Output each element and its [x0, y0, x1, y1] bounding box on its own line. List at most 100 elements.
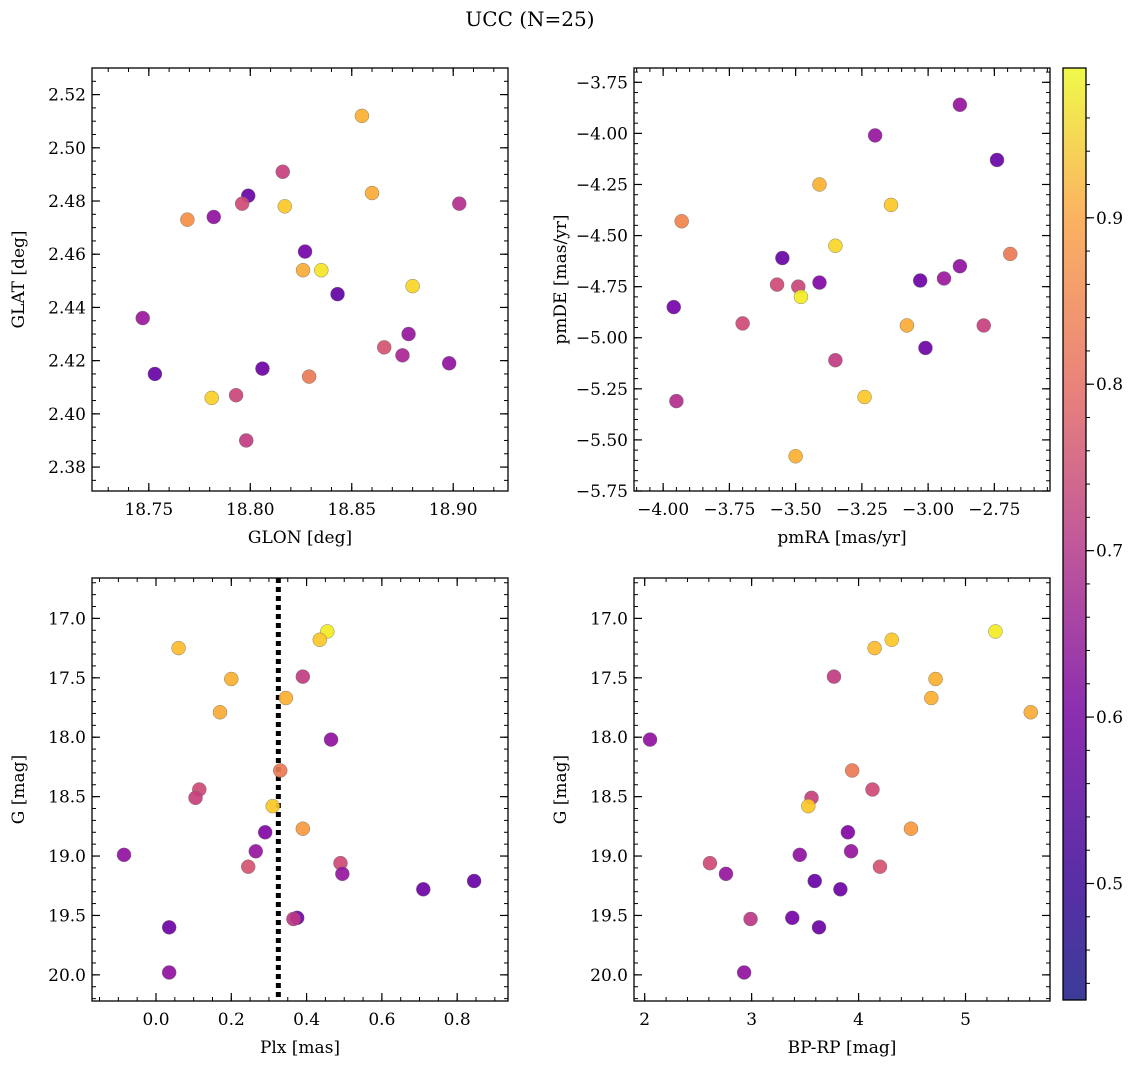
y-tick-label: 17.5	[48, 669, 86, 689]
y-tick-label: 20.0	[48, 966, 86, 986]
scatter-point	[812, 177, 827, 192]
x-tick-label: 0.2	[218, 1010, 245, 1030]
scatter-point	[416, 882, 431, 897]
x-tick-label: −3.50	[770, 500, 822, 520]
scatter-point	[452, 196, 467, 211]
scatter-point	[1003, 246, 1018, 262]
x-tick-label: 18.75	[124, 500, 173, 520]
scatter-point	[928, 671, 943, 687]
scatter-point	[161, 920, 177, 935]
y-tick-label: −4.25	[576, 175, 628, 195]
scatter-point	[241, 859, 256, 874]
colorbar: 0.5 0.6 0.7 0.8 0.9	[1062, 67, 1123, 1001]
x-tick-label: 18.90	[429, 500, 478, 520]
scatter-point	[642, 732, 658, 747]
scatter-point	[135, 310, 150, 326]
x-tick-label: −3.25	[836, 500, 888, 520]
scatter-point	[844, 763, 860, 778]
scatter-point	[295, 262, 311, 278]
x-axis-label: Plx [mas]	[260, 1038, 340, 1058]
scatter-point	[793, 289, 809, 305]
scatter-point	[812, 275, 827, 290]
scatter-point	[161, 965, 177, 980]
plot-frame	[91, 577, 509, 1002]
scatter-point	[275, 164, 290, 179]
y-tick-label: 18.5	[590, 788, 628, 808]
x-axis-label: pmRA [mas/yr]	[777, 528, 906, 548]
scatter-point	[775, 250, 790, 266]
scatter-point	[736, 965, 752, 980]
scatter-point	[918, 340, 933, 356]
y-tick-label: 2.46	[48, 245, 86, 265]
scatter-point	[204, 390, 219, 406]
y-tick-label: 17.0	[590, 609, 628, 629]
scatter-point	[857, 389, 872, 405]
x-tick-label: 0.0	[142, 1010, 169, 1030]
scatter-point	[903, 821, 919, 836]
x-axis-label: BP-RP [mag]	[788, 1038, 897, 1058]
colorbar-tick-label: 0.8	[1096, 375, 1123, 395]
colorbar-tick-label: 0.9	[1096, 209, 1123, 229]
scatter-point	[899, 318, 915, 333]
scatter-point	[666, 299, 681, 315]
y-tick-label: 17.0	[48, 609, 86, 629]
scatter-point	[171, 640, 186, 656]
scatter-point	[828, 238, 843, 253]
scatter-point	[807, 873, 822, 889]
scatter-point	[1023, 705, 1038, 720]
figure-title: UCC (N=25)	[465, 7, 594, 31]
scatter-point	[867, 640, 882, 656]
scatter-point	[228, 388, 244, 403]
y-tick-label: 19.0	[48, 847, 86, 867]
scatter-point	[286, 911, 301, 927]
scatter-point	[330, 286, 345, 302]
scatter-point	[395, 348, 410, 363]
scatter-point	[466, 873, 482, 889]
scatter-point	[206, 209, 221, 225]
scatter-point	[828, 353, 843, 368]
panel-bprp-g: 2 3 4 5 17.0 17.5 18.0 18.5 19.0 19.5 20.0 BP-RP [m…	[551, 577, 1051, 1058]
scatter-point	[718, 866, 734, 882]
scatter-point	[335, 866, 350, 882]
y-tick-label: 2.50	[48, 139, 86, 159]
y-tick-label: −5.50	[576, 431, 628, 451]
scatter-point	[255, 361, 270, 376]
y-tick-label: −5.00	[576, 329, 628, 349]
x-tick-label: 2	[639, 1010, 650, 1030]
y-tick-label: 2.42	[48, 352, 86, 372]
x-tick-label: 18.80	[226, 500, 275, 520]
scatter-point	[188, 790, 203, 806]
y-axis-label: G [mag]	[551, 755, 571, 824]
x-tick-label: 4	[853, 1010, 864, 1030]
scatter-point	[180, 212, 195, 227]
scatter-point	[833, 882, 848, 897]
scatter-point	[224, 671, 239, 687]
scatter-point	[273, 763, 288, 778]
scatter-point	[354, 108, 370, 124]
y-tick-label: 2.48	[48, 192, 86, 212]
scatter-point	[297, 244, 313, 259]
scatter-point	[952, 97, 968, 112]
y-tick-label: 18.0	[590, 728, 628, 748]
y-tick-label: 2.40	[48, 405, 86, 425]
x-tick-label: 0.4	[293, 1010, 320, 1030]
scatter-point	[867, 128, 883, 143]
x-tick-label: 5	[960, 1010, 971, 1030]
y-tick-label: 17.5	[590, 669, 628, 689]
scatter-point	[312, 632, 327, 647]
scatter-point	[840, 825, 856, 840]
scatter-point	[976, 318, 991, 333]
scatter-point	[323, 732, 339, 747]
scatter-point	[669, 393, 684, 409]
y-tick-label: −4.00	[576, 124, 628, 144]
y-tick-label: 19.0	[590, 847, 628, 867]
scatter-point	[265, 798, 280, 814]
scatter-point	[884, 632, 899, 647]
scatter-point	[872, 859, 888, 874]
y-tick-label: 2.44	[48, 298, 86, 318]
scatter-point	[792, 847, 807, 863]
plot-frame	[633, 67, 1051, 492]
x-tick-label: 0.6	[368, 1010, 395, 1030]
scatter-point	[405, 278, 420, 294]
